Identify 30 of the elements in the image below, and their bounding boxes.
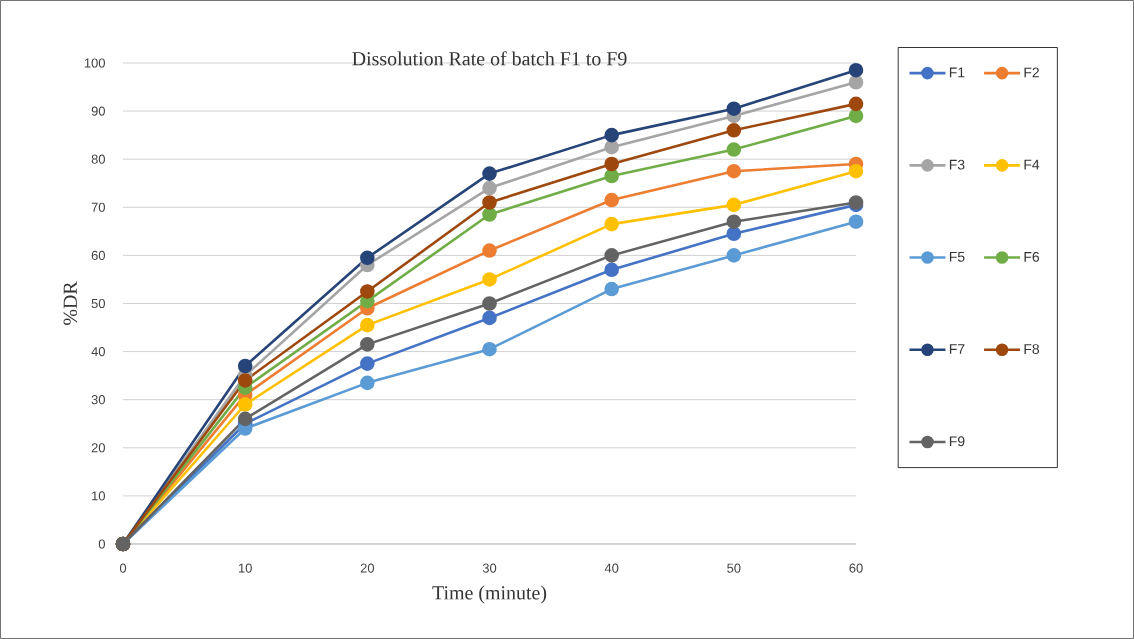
- legend-label: F7: [949, 344, 965, 354]
- x-tick-label: 50: [727, 563, 741, 573]
- legend-label: F2: [1024, 67, 1039, 78]
- y-tick-label: 50: [91, 298, 105, 309]
- x-tick-label: 10: [238, 563, 252, 573]
- y-tick-label: 70: [91, 202, 105, 212]
- chart-title: Dissolution Rate of batch F1 to F9: [352, 51, 627, 66]
- x-tick-label: 60: [849, 563, 863, 573]
- x-tick-label: 0: [119, 563, 127, 573]
- legend-label: F5: [949, 252, 965, 262]
- legend-label: F9: [949, 436, 965, 447]
- legend-label: F3: [949, 159, 965, 170]
- y-axis-title: %DR: [63, 281, 78, 325]
- y-tick-label: 90: [91, 106, 105, 116]
- legend-label: F6: [1024, 251, 1040, 262]
- x-axis-title: Time (minute): [432, 585, 547, 604]
- y-tick-label: 100: [84, 58, 105, 68]
- x-tick-label: 30: [482, 563, 497, 573]
- y-tick-label: 40: [91, 347, 105, 357]
- legend-label: F8: [1024, 344, 1040, 355]
- y-tick-label: 10: [92, 491, 105, 501]
- y-tick-label: 30: [91, 395, 105, 405]
- y-tick-label: 80: [91, 154, 105, 164]
- x-tick-label: 40: [604, 563, 619, 573]
- y-tick-label: 20: [91, 443, 105, 453]
- y-tick-label: 0: [98, 539, 105, 549]
- legend-label: F4: [1024, 159, 1040, 170]
- legend-label: F1: [949, 67, 965, 78]
- x-tick-label: 20: [360, 563, 375, 573]
- y-tick-label: 60: [91, 250, 105, 260]
